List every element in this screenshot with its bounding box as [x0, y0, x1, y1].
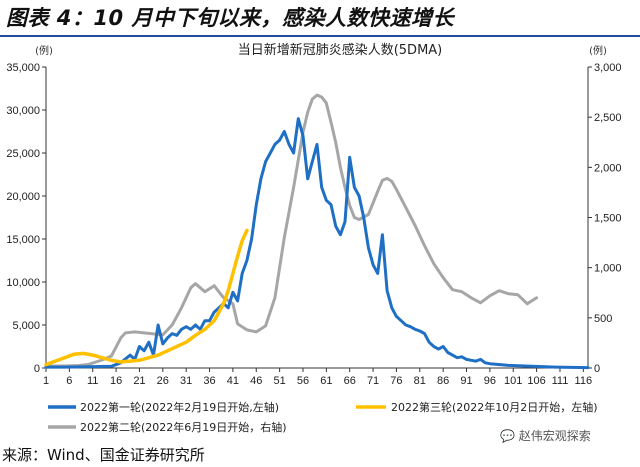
- x-tick-label: 66: [344, 375, 356, 387]
- watermark-text: 赵伟宏观探索: [518, 429, 591, 443]
- x-tick-label: 96: [484, 375, 496, 387]
- x-tick-label: 86: [437, 375, 449, 387]
- x-tick-label: 91: [460, 375, 472, 387]
- x-tick-label: 36: [203, 375, 215, 387]
- y-right-tick-label: 500: [594, 313, 612, 325]
- legend-label-round1: 2022第一轮(2022年2月19日开始,左轴): [80, 400, 279, 414]
- legend-label-round3: 2022第三轮(2022年10月2日开始，左轴): [391, 400, 598, 414]
- title-rule: [0, 35, 640, 37]
- x-tick-label: 21: [133, 375, 145, 387]
- x-tick-label: 76: [390, 375, 402, 387]
- y-left-tick-label: 20,000: [6, 191, 40, 203]
- wechat-icon: 💬: [500, 429, 515, 443]
- axes: [45, 67, 589, 369]
- x-tick-label: 61: [320, 375, 332, 387]
- series-line-3: [44, 228, 249, 367]
- figure-title: 图表 4：10 月中下旬以来，感染人数快速增长: [6, 6, 454, 30]
- source-note: 来源：Wind、国金证券研究所: [2, 446, 205, 464]
- y-right-tick-label: 2,000: [594, 162, 622, 174]
- x-tick-label: 16: [110, 375, 122, 387]
- y-right-tick-label: 1,000: [594, 263, 622, 275]
- x-tick-label: 56: [297, 375, 309, 387]
- series-lines: [44, 93, 590, 370]
- x-tick-label: 26: [157, 375, 169, 387]
- series-line-2: [44, 93, 539, 368]
- chart-title: 当日新增新冠肺炎感染人数(5DMA): [238, 42, 443, 58]
- y-left-tick-label: 5,000: [12, 320, 40, 332]
- y-right-tick-label: 0: [594, 363, 600, 375]
- legend-item-round1: 2022第一轮(2022年2月19日开始,左轴): [48, 400, 279, 414]
- y-left-tick-label: 30,000: [6, 105, 40, 117]
- x-tick-label: 106: [527, 375, 545, 387]
- legend: 2022第一轮(2022年2月19日开始,左轴) 2022第三轮(2022年10…: [48, 400, 598, 434]
- legend-item-round3: 2022第三轮(2022年10月2日开始，左轴): [356, 400, 598, 414]
- y-right-tick-label: 1,500: [594, 213, 622, 225]
- x-tick-label: 6: [66, 375, 72, 387]
- legend-item-round2: 2022第二轮(2022年6月19日开始，右轴): [48, 420, 287, 434]
- watermark: 💬 赵伟宏观探索: [500, 427, 591, 444]
- y-right-ticks: 0 500 1,000 1,500 2,000 2,500 3,000: [588, 62, 622, 375]
- y-left-tick-label: 10,000: [6, 277, 40, 289]
- x-tick-label: 31: [180, 375, 192, 387]
- y-left-tick-label: 35,000: [6, 62, 40, 74]
- chart: 当日新增新冠肺炎感染人数(5DMA) (例) (例) 0 5,000 10,000 1…: [6, 42, 622, 434]
- x-tick-label: 51: [273, 375, 285, 387]
- legend-label-round2: 2022第二轮(2022年6月19日开始，右轴): [80, 420, 287, 434]
- x-tick-label: 101: [504, 375, 522, 387]
- y-left-tick-label: 25,000: [6, 148, 40, 160]
- y-right-tick-label: 3,000: [594, 62, 622, 74]
- x-tick-label: 41: [227, 375, 239, 387]
- x-tick-label: 1: [43, 375, 49, 387]
- y-left-ticks: 0 5,000 10,000 15,000 20,000 25,000 30,000 35,0…: [6, 62, 46, 375]
- x-tick-label: 111: [552, 375, 569, 387]
- y-left-tick-label: 15,000: [6, 234, 40, 246]
- y-right-tick-label: 2,500: [594, 112, 622, 124]
- x-tick-label: 71: [367, 375, 379, 387]
- x-tick-label: 81: [414, 375, 426, 387]
- y-left-tick-label: 0: [34, 363, 40, 375]
- x-tick-label: 11: [87, 375, 98, 387]
- x-tick-label: 116: [575, 375, 593, 387]
- x-ticks: 1 6 11 16 21 26 31 36 41 46 51 56 61 66 71 76 81 86 91 96 10…: [43, 368, 592, 387]
- series-line-1: [44, 117, 590, 370]
- x-tick-label: 46: [250, 375, 262, 387]
- y-left-unit: (例): [35, 44, 53, 57]
- y-right-unit: (例): [589, 44, 607, 57]
